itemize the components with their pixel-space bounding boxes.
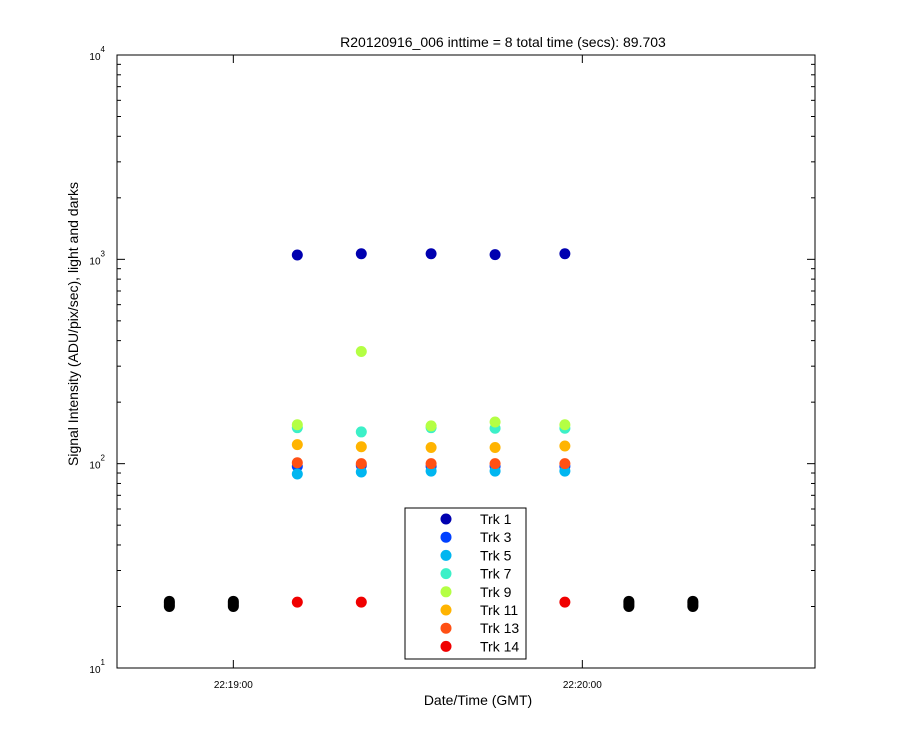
y-tick-base: 10	[89, 256, 101, 267]
point-trk-9	[425, 420, 437, 432]
legend-marker-trk-1	[440, 513, 452, 525]
dark-point	[623, 595, 635, 607]
point-trk-5	[355, 466, 367, 478]
legend-marker-trk-3	[440, 531, 452, 543]
legend-marker-trk-7	[440, 568, 452, 580]
point-trk-9	[291, 419, 303, 431]
point-trk-11	[559, 440, 571, 452]
legend-marker-trk-9	[440, 586, 452, 598]
y-tick-base: 10	[89, 461, 101, 472]
legend-label-trk-11: Trk 11	[480, 602, 518, 618]
point-trk-11	[291, 439, 303, 451]
y-tick-exponent: 3	[101, 249, 106, 258]
point-trk-1	[559, 248, 571, 260]
y-tick-label: 104	[89, 45, 105, 63]
point-trk-13	[425, 458, 437, 470]
point-trk-9	[355, 345, 367, 357]
point-trk-11	[355, 441, 367, 453]
point-trk-14	[559, 596, 571, 608]
chart-title: R20120916_006 inttime = 8 total time (se…	[340, 34, 666, 50]
point-trk-13	[559, 458, 571, 470]
point-trk-1	[291, 249, 303, 261]
legend-label-trk-13: Trk 13	[480, 620, 519, 636]
y-tick-exponent: 4	[101, 45, 106, 54]
point-trk-14	[355, 596, 367, 608]
point-trk-9	[489, 416, 501, 428]
legend-label-trk-1: Trk 1	[480, 511, 512, 527]
y-tick-label: 102	[89, 454, 105, 472]
data-points	[163, 248, 699, 612]
point-trk-14	[291, 596, 303, 608]
point-trk-9	[559, 419, 571, 431]
y-tick-base: 10	[89, 52, 101, 63]
y-tick-label: 103	[89, 249, 105, 267]
dark-point	[687, 595, 699, 607]
point-trk-11	[425, 441, 437, 453]
point-trk-13	[489, 458, 501, 470]
legend-marker-trk-14	[440, 640, 452, 652]
x-tick-label: 22:20:00	[563, 680, 602, 691]
legend-label-trk-7: Trk 7	[480, 566, 512, 582]
legend-marker-trk-13	[440, 622, 452, 634]
point-trk-7	[355, 426, 367, 438]
y-tick-label: 101	[89, 658, 105, 676]
minor-ticks	[117, 63, 815, 607]
y-axis-title: Signal Intensity (ADU/pix/sec), light an…	[65, 182, 81, 466]
point-trk-1	[489, 249, 501, 261]
legend-label-trk-14: Trk 14	[480, 638, 519, 654]
point-trk-1	[355, 248, 367, 260]
point-trk-11	[489, 441, 501, 453]
legend-label-trk-9: Trk 9	[480, 584, 512, 600]
y-tick-base: 10	[89, 665, 101, 676]
legend-label-trk-5: Trk 5	[480, 547, 512, 563]
legend-box	[404, 507, 527, 660]
x-axis-title: Date/Time (GMT)	[424, 692, 532, 708]
legend-marker-trk-11	[440, 604, 452, 616]
point-trk-13	[291, 457, 303, 469]
legend-label-trk-3: Trk 3	[480, 529, 512, 545]
point-trk-5	[291, 468, 303, 480]
x-tick-label: 22:19:00	[214, 680, 253, 691]
dark-point	[227, 595, 239, 607]
dark-point	[163, 595, 175, 607]
y-tick-exponent: 1	[101, 658, 106, 667]
y-tick-exponent: 2	[101, 454, 106, 463]
point-trk-1	[425, 248, 437, 260]
point-trk-13	[355, 458, 367, 470]
legend: Trk 1 Trk 3 Trk 5 Trk 7 Trk 9 Trk 11 Trk 13 Trk…	[404, 507, 527, 660]
legend-marker-trk-5	[440, 549, 452, 561]
major-ticks	[117, 54, 815, 669]
